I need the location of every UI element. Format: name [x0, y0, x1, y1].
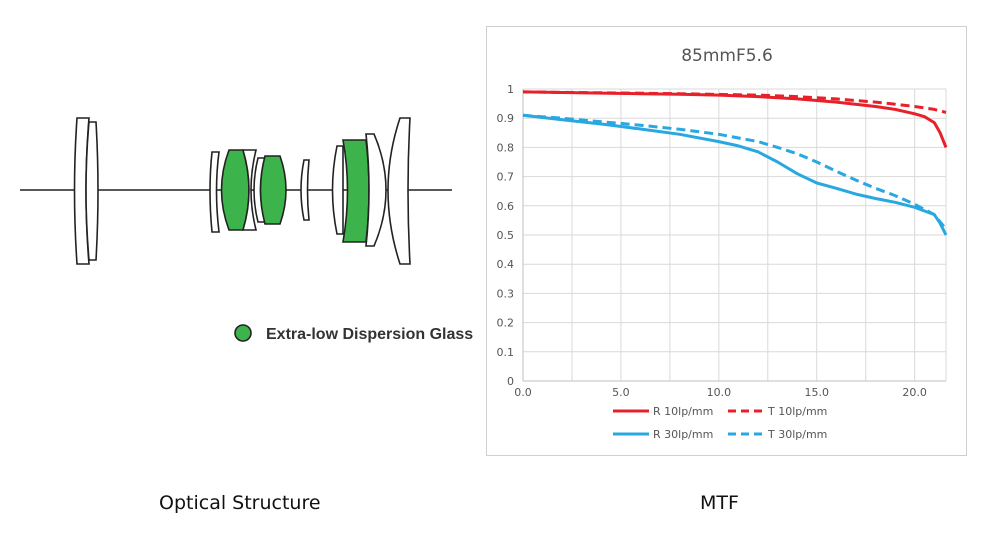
y-tick-label: 0.2 — [497, 317, 515, 330]
lens-element-12 — [387, 117, 411, 265]
ed-glass-legend-swatch — [234, 324, 252, 342]
series-line-t-30lp-mm — [522, 113, 948, 231]
ed-glass-legend-label: Extra-low Dispersion Glass — [266, 326, 473, 343]
ed-lens-element-10 — [342, 139, 370, 243]
y-tick-label: 0.1 — [497, 346, 515, 359]
legend-label: T 30lp/mm — [767, 428, 827, 441]
chart-title: 85mmF5.6 — [681, 46, 773, 66]
x-tick-label: 20.0 — [902, 386, 927, 399]
y-tick-label: 0 — [507, 375, 514, 388]
chart-legend: R 10lp/mm T 10lp/mm R 30lp/mm T 30lp/mm — [613, 405, 827, 441]
series-line-r-10lp-mm — [522, 90, 948, 148]
y-tick-label: 1 — [507, 83, 514, 96]
legend-label: T 10lp/mm — [767, 405, 827, 418]
chart-grid — [522, 88, 947, 382]
optical-structure-caption: Optical Structure — [159, 492, 321, 514]
y-tick-label: 0.7 — [497, 171, 515, 184]
x-tick-label: 0.0 — [514, 386, 532, 399]
y-tick-label: 0.5 — [497, 229, 515, 242]
lens-element-8 — [300, 159, 310, 221]
lens-element-3 — [209, 151, 220, 233]
mtf-caption: MTF — [700, 492, 739, 514]
lens-element-9 — [331, 145, 344, 235]
mtf-chart-frame — [486, 26, 967, 456]
lens-element-2 — [85, 121, 99, 261]
mtf-chart: 85mmF5.6 00.10.20.30.40.50.60.70.80.910.… — [497, 46, 948, 441]
y-tick-label: 0.8 — [497, 141, 515, 154]
x-tick-label: 10.0 — [707, 386, 732, 399]
ed-lens-element-4 — [220, 149, 250, 231]
y-tick-label: 0.9 — [497, 112, 515, 125]
legend-label: R 10lp/mm — [653, 405, 713, 418]
legend-label: R 30lp/mm — [653, 428, 713, 441]
y-tick-label: 0.3 — [497, 287, 515, 300]
lens-element-5 — [241, 149, 258, 231]
y-tick-label: 0.4 — [497, 258, 515, 271]
chart-axes: 00.10.20.30.40.50.60.70.80.910.0 5.0 10.0 1… — [497, 83, 946, 399]
series-line-t-10lp-mm — [522, 90, 947, 114]
y-tick-label: 0.6 — [497, 200, 515, 213]
lens-element-11 — [365, 133, 387, 247]
x-tick-label: 15.0 — [805, 386, 830, 399]
optical-structure-diagram: Extra-low Dispersion Glass — [20, 117, 473, 343]
chart-series — [522, 90, 948, 236]
ed-lens-element-7 — [259, 155, 287, 225]
series-line-r-30lp-mm — [522, 113, 948, 236]
x-tick-label: 5.0 — [612, 386, 630, 399]
